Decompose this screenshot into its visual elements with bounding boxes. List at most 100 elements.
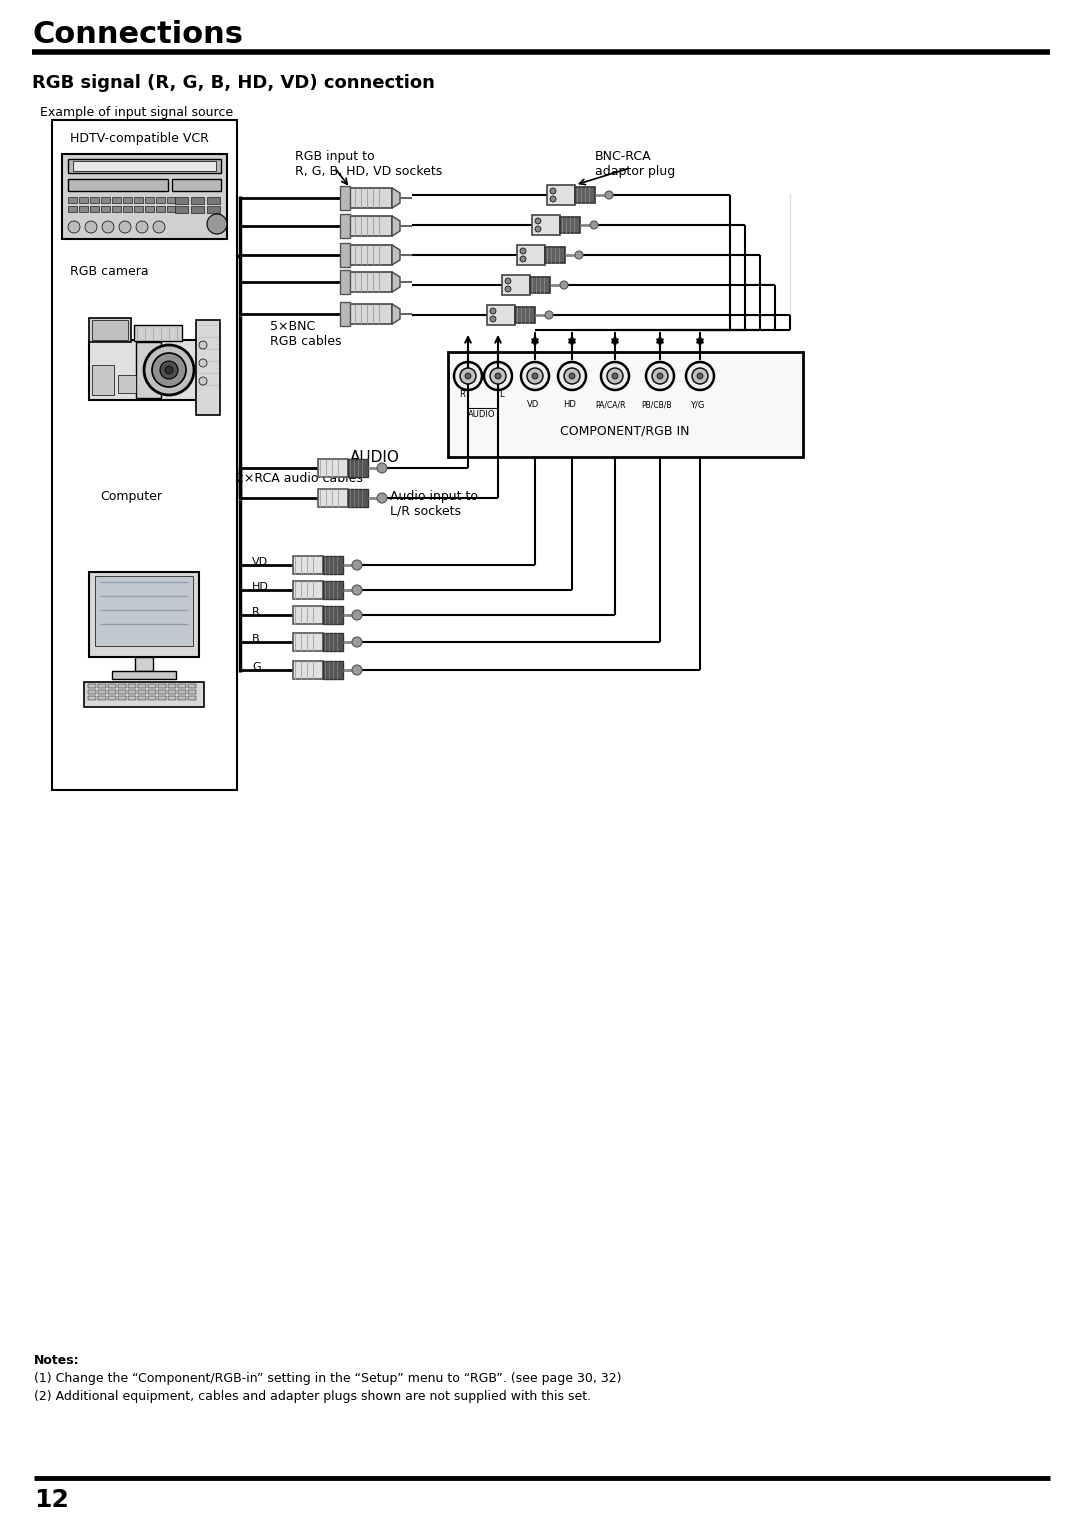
Bar — [158, 695, 166, 700]
Bar — [323, 581, 343, 599]
Bar — [207, 206, 220, 212]
Bar — [89, 318, 131, 342]
Bar — [188, 695, 195, 700]
Circle shape — [505, 286, 511, 292]
Bar — [95, 576, 193, 646]
Circle shape — [352, 585, 362, 594]
Bar — [448, 351, 804, 457]
Bar — [175, 206, 188, 212]
Bar — [168, 685, 176, 688]
Bar — [68, 197, 77, 203]
Bar — [68, 159, 221, 173]
Bar — [545, 248, 565, 263]
Circle shape — [484, 362, 512, 390]
Bar — [90, 197, 99, 203]
Circle shape — [199, 359, 207, 367]
Text: AUDIO: AUDIO — [350, 451, 400, 465]
Bar — [188, 691, 195, 694]
Bar — [575, 186, 595, 203]
Bar — [108, 685, 116, 688]
Bar — [167, 206, 176, 212]
Circle shape — [152, 353, 186, 387]
Bar — [123, 206, 132, 212]
Bar — [52, 121, 237, 790]
Bar — [293, 607, 323, 623]
Bar — [102, 197, 110, 203]
Bar — [129, 685, 136, 688]
Circle shape — [521, 362, 549, 390]
Bar — [108, 695, 116, 700]
Bar — [158, 691, 166, 694]
Circle shape — [199, 341, 207, 348]
Circle shape — [535, 226, 541, 232]
Circle shape — [207, 214, 227, 234]
Polygon shape — [392, 188, 400, 208]
Text: Y/G: Y/G — [690, 400, 704, 410]
Bar — [148, 691, 156, 694]
Bar — [348, 458, 368, 477]
Bar — [98, 695, 106, 700]
Circle shape — [590, 222, 598, 229]
Circle shape — [136, 222, 148, 232]
Circle shape — [160, 361, 178, 379]
Bar — [345, 244, 392, 264]
Text: Notes:: Notes: — [33, 1354, 80, 1368]
Circle shape — [352, 637, 362, 646]
Circle shape — [607, 368, 623, 384]
Bar — [129, 691, 136, 694]
Circle shape — [352, 610, 362, 620]
Bar — [293, 633, 323, 651]
Circle shape — [692, 368, 708, 384]
Bar — [487, 306, 515, 325]
Text: (1) Change the “Component/RGB-in” setting in the “Setup” menu to “RGB”. (see pag: (1) Change the “Component/RGB-in” settin… — [33, 1372, 621, 1384]
Bar — [87, 695, 96, 700]
Text: Audio input to
L/R sockets: Audio input to L/R sockets — [390, 490, 478, 518]
Bar — [134, 325, 183, 341]
Text: PA/CA/R: PA/CA/R — [595, 400, 625, 410]
Circle shape — [527, 368, 543, 384]
Circle shape — [495, 373, 501, 379]
Bar — [515, 307, 535, 322]
Bar — [502, 275, 530, 295]
Text: 5×BNC
RGB cables: 5×BNC RGB cables — [270, 319, 341, 348]
Circle shape — [612, 373, 618, 379]
Circle shape — [519, 248, 526, 254]
Text: HDTV-compatible VCR: HDTV-compatible VCR — [70, 131, 208, 145]
Circle shape — [535, 219, 541, 225]
Bar — [138, 695, 146, 700]
Bar — [87, 685, 96, 688]
Polygon shape — [392, 215, 400, 235]
Bar — [340, 186, 350, 209]
Bar — [87, 691, 96, 694]
Text: AUDIO: AUDIO — [468, 410, 496, 419]
Text: RGB input to
R, G, B, HD, VD sockets: RGB input to R, G, B, HD, VD sockets — [295, 150, 442, 177]
Bar — [112, 197, 121, 203]
Bar — [135, 657, 153, 671]
Circle shape — [377, 463, 387, 474]
Bar — [156, 197, 165, 203]
Circle shape — [352, 665, 362, 675]
Bar — [118, 374, 136, 393]
Bar — [345, 215, 392, 235]
Polygon shape — [392, 244, 400, 264]
Bar — [517, 244, 545, 264]
Bar — [118, 691, 126, 694]
Circle shape — [558, 362, 586, 390]
Circle shape — [199, 377, 207, 385]
Text: VD: VD — [527, 400, 539, 410]
Bar — [318, 489, 348, 507]
Bar — [89, 571, 199, 657]
Text: B: B — [252, 634, 259, 643]
Circle shape — [454, 362, 482, 390]
Circle shape — [532, 373, 538, 379]
Circle shape — [600, 362, 629, 390]
Circle shape — [652, 368, 669, 384]
Bar — [68, 206, 77, 212]
Bar — [118, 695, 126, 700]
Bar — [345, 188, 392, 208]
Bar — [188, 685, 195, 688]
Bar — [134, 197, 143, 203]
Bar — [138, 685, 146, 688]
Bar — [195, 319, 220, 416]
Bar — [546, 185, 575, 205]
